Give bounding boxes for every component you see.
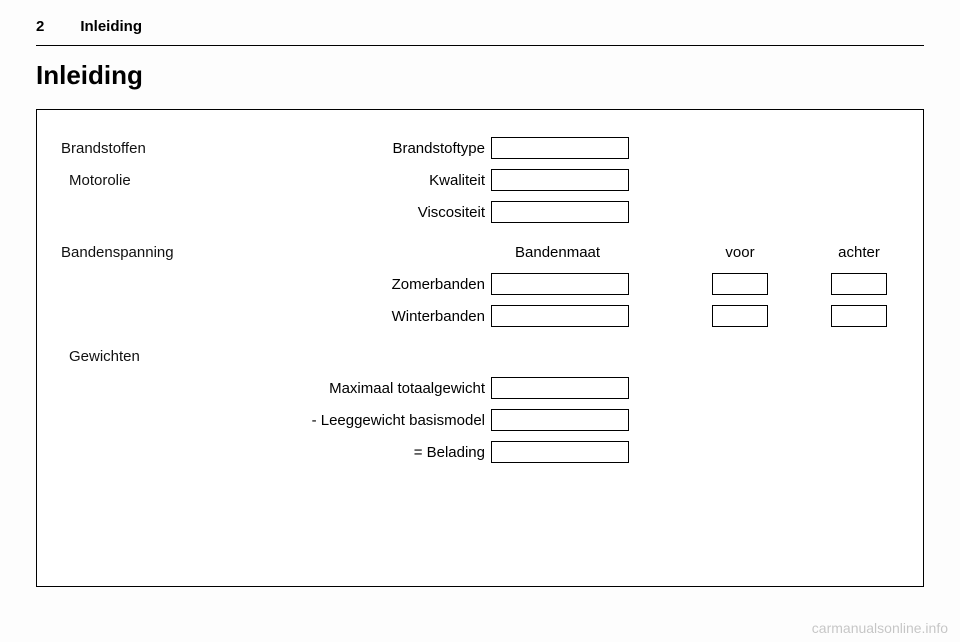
header-section: Inleiding [80,18,142,35]
winter-size-input[interactable] [491,305,629,327]
page-title: Inleiding [36,60,924,91]
fuel-type-input[interactable] [491,137,629,159]
oil-quality-input[interactable] [491,169,629,191]
summer-size-input[interactable] [491,273,629,295]
max-total-weight-input[interactable] [491,377,629,399]
oil-viscosity-label: Viscositeit [251,204,491,221]
summer-tires-label: Zomerbanden [251,276,491,293]
oil-viscosity-input[interactable] [491,201,629,223]
curb-weight-input[interactable] [491,409,629,431]
tire-front-header: voor [697,244,783,261]
curb-weight-label: - Leeggewicht basismodel [251,412,491,429]
winter-tires-label: Winterbanden [251,308,491,325]
page-header: 2 Inleiding [36,18,924,35]
fuel-type-label: Brandstoftype [251,140,491,157]
summer-front-input[interactable] [712,273,768,295]
section-oil-label: Motorolie [61,172,251,189]
page-number: 2 [36,18,44,35]
tire-rear-header: achter [819,244,899,261]
oil-quality-label: Kwaliteit [251,172,491,189]
winter-rear-input[interactable] [831,305,887,327]
watermark: carmanualsonline.info [812,620,948,636]
section-tires-label: Bandenspanning [61,244,251,261]
spec-panel: Brandstoffen Brandstoftype Motorolie Kwa… [36,109,924,587]
header-rule [36,45,924,46]
max-total-weight-label: Maximaal totaalgewicht [251,380,491,397]
section-weights-label: Gewichten [61,348,251,365]
payload-input[interactable] [491,441,629,463]
payload-label: = Belading [251,444,491,461]
winter-front-input[interactable] [712,305,768,327]
summer-rear-input[interactable] [831,273,887,295]
section-fuel-label: Brandstoffen [61,140,251,157]
tire-size-header: Bandenmaat [491,244,641,261]
